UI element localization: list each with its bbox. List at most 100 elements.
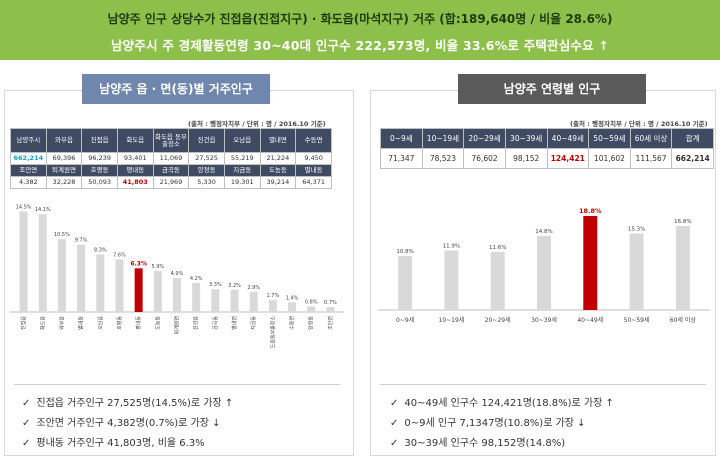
- list-item: ✓ 0~9세 인구 7,1347명(10.8%)로 가장 ↓: [390, 414, 614, 434]
- data-label: 3.3%: [209, 282, 222, 288]
- district-population-table: 남양주시 와부읍 진접읍 화도읍 화도읍 동부출장소 진건읍 오남읍 별내면 수…: [10, 128, 332, 189]
- table-cell: 32,228: [45, 176, 83, 189]
- data-label: 9.7%: [75, 238, 88, 244]
- table-header-cell: 60세 이상: [629, 128, 673, 149]
- table-cell: 76,602: [463, 148, 506, 169]
- table-cell: 50,093: [81, 176, 118, 189]
- table-cell: 41,803: [116, 176, 154, 189]
- left-divider: [14, 384, 340, 385]
- tick-label: 오남읍: [97, 316, 104, 330]
- table-header-row-1: 남양주시 와부읍 진접읍 화도읍 화도읍 동부출장소 진건읍 오남읍 별내면 수…: [10, 128, 332, 153]
- table-cell: 4,382: [10, 176, 47, 189]
- table-row: 71,347 78,523 76,602 98,152 124,421 101,…: [380, 148, 714, 169]
- table-cell: 55,219: [223, 152, 261, 165]
- data-label: 6.3%: [130, 260, 147, 267]
- tick-label: 양정동: [308, 316, 315, 330]
- data-label: 0.7%: [324, 300, 337, 306]
- bar: [675, 226, 690, 310]
- table-header-row-2: 조안면 퇴계원면 호평동 평내동 금곡동 양정동 지금동 도농동 별내동: [10, 164, 332, 177]
- left-source-note: (출처 : 행정자치부 / 단위 : 명 / 2016.10 기준): [188, 120, 326, 128]
- data-label: 2.9%: [247, 285, 260, 291]
- table-header-cell: 진접읍: [81, 128, 118, 153]
- table-cell: 662,214: [671, 148, 714, 169]
- tick-label: 60세 이상: [670, 316, 697, 324]
- table-header-cell: 오남읍: [223, 128, 261, 153]
- bar: [537, 236, 551, 310]
- left-notes: ✓ 진접읍 거주인구 27,525명(14.5%)로 가장 ↑ ✓ 조안면 거주인구…: [22, 394, 233, 454]
- data-label: 14.8%: [535, 229, 552, 235]
- tick-label: 진접읍: [20, 316, 27, 330]
- data-label: 14.1%: [35, 207, 51, 213]
- table-header-cell: 합계: [671, 128, 714, 149]
- tick-label: 0~9세: [396, 316, 414, 324]
- bar: [115, 259, 124, 312]
- tick-label: 20~29세: [485, 316, 511, 324]
- data-label: 7.6%: [113, 252, 126, 258]
- data-label: 11.6%: [489, 245, 506, 251]
- list-item: ✓ 평내동 거주인구 41,803명, 비율 6.3%: [22, 434, 233, 454]
- table-cell: 662,214: [10, 152, 47, 165]
- table-header-cell: 30~39세: [504, 128, 548, 149]
- banner-line-1: 남양주 인구 상당수가 진접읍(진접지구) · 화도읍(마석지구) 거주 (합:…: [107, 12, 613, 26]
- data-label: 14.5%: [16, 204, 32, 210]
- bar: [583, 216, 598, 310]
- table-header-cell: 수동면: [295, 128, 332, 153]
- tick-label: 도농동: [155, 316, 161, 330]
- table-header-cell: 40~49세: [546, 128, 590, 149]
- note-text: 평내동 거주인구 41,803명, 비율 6.3%: [36, 438, 205, 449]
- table-cell: 21,969: [152, 176, 190, 189]
- table-header-cell: 화도읍: [116, 128, 154, 153]
- table-header-cell: 20~29세: [463, 128, 506, 149]
- bar: [57, 239, 66, 312]
- right-notes: ✓ 40~49세 인구수 124,421명(18.8%)로 가장 ↑ ✓ 0~9세 …: [390, 394, 614, 454]
- bar: [307, 306, 316, 312]
- bar: [173, 278, 181, 312]
- table-cell: 124,421: [546, 148, 590, 169]
- table-header-cell: 평내동: [116, 164, 154, 177]
- table-header-cell: 퇴계원면: [45, 164, 83, 177]
- tick-label: 별내동: [78, 316, 85, 330]
- table-header-cell: 진건읍: [188, 128, 225, 153]
- table-header-cell: 남양주시: [10, 128, 47, 153]
- table-cell: 111,567: [629, 148, 673, 169]
- table-header-cell: 10~19세: [421, 128, 465, 149]
- table-cell: 39,214: [259, 176, 297, 189]
- table-cell: 93,401: [116, 152, 154, 165]
- tick-label: 별내면: [231, 316, 238, 330]
- list-item: ✓ 진접읍 거주인구 27,525명(14.5%)로 가장 ↑: [22, 394, 233, 414]
- bar: [398, 256, 413, 310]
- table-cell: 101,602: [588, 148, 631, 169]
- bar: [38, 214, 47, 312]
- note-text: 0~9세 인구 7,1347명(10.8%)로 가장 ↓: [404, 418, 586, 429]
- check-icon: ✓: [22, 438, 31, 449]
- tick-label: 30~39세: [531, 316, 557, 324]
- check-icon: ✓: [390, 398, 399, 409]
- right-divider: [380, 384, 706, 385]
- tick-label: 수동면: [289, 316, 296, 330]
- bar: [326, 307, 335, 312]
- note-text: 30~39세 인구수 98,152명(14.8%): [404, 438, 566, 449]
- list-item: ✓ 30~39세 인구수 98,152명(14.8%): [390, 434, 614, 454]
- bar: [134, 268, 143, 312]
- data-label: 3.2%: [228, 283, 241, 289]
- tick-label: 퇴계원면: [174, 316, 181, 335]
- bar: [153, 271, 162, 312]
- table-cell: 98,152: [504, 148, 548, 169]
- banner-line-2: 남양주시 주 경제활동연령 30~40대 인구수 222,573명, 비율 33…: [110, 38, 610, 53]
- table-header-cell: 도농동: [259, 164, 297, 177]
- tick-label: 진건읍: [193, 316, 200, 330]
- table-header-cell: 0~9세: [380, 128, 423, 149]
- table-header-cell: 양정동: [188, 164, 225, 177]
- check-icon: ✓: [390, 418, 399, 429]
- right-source-note: (출처 : 행정자치부 / 단위 : 명 / 2016.10 기준): [570, 120, 708, 128]
- table-header-cell: 50~59세: [588, 128, 631, 149]
- right-panel-title: 남양주 연령별 인구: [458, 74, 646, 104]
- table-cell: 11,069: [152, 152, 190, 165]
- data-label: 4.9%: [171, 271, 184, 277]
- check-icon: ✓: [22, 398, 31, 409]
- table-cell: 21,224: [259, 152, 297, 165]
- table-cell: 19,301: [223, 176, 261, 189]
- note-text: 조안면 거주인구 4,382명(0.7%)로 가장 ↓: [36, 418, 221, 429]
- data-label: 15.3%: [628, 227, 645, 233]
- bar: [444, 250, 459, 310]
